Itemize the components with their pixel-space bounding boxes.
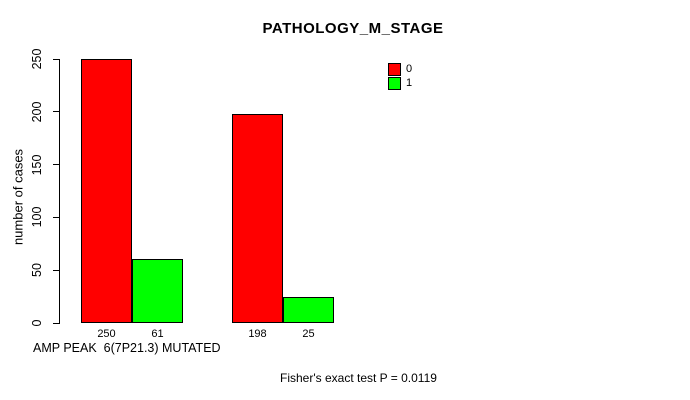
y-tick-label: 200 [30,101,44,123]
legend-swatch-red-icon [388,63,401,77]
legend-item-0: 0 [388,63,412,77]
y-tick-mark [53,164,60,166]
bar-value-label: 25 [302,328,315,340]
y-axis-label: number of cases [10,148,26,246]
bar-value-label: 198 [248,328,267,340]
y-tick-mark [53,216,60,218]
y-axis-line [59,59,60,324]
x-axis-label: AMP PEAK 6(7P21.3) MUTATED [33,341,221,355]
legend-swatch-green-icon [388,76,401,90]
legend-label-0: 0 [406,63,413,76]
y-tick-label: 150 [30,154,44,176]
legend-item-1: 1 [388,76,413,91]
y-tick-label: 50 [30,263,44,278]
bar-value-label: 250 [97,328,116,340]
legend-label-1: 1 [406,76,413,89]
y-tick-mark [53,111,60,113]
bar-group1-series0 [232,113,283,323]
bar-group0-series0 [81,59,132,323]
y-tick-mark [53,322,60,324]
bar-value-label: 61 [151,328,164,340]
legend: 0 1 [388,63,412,90]
chart-title: PATHOLOGY_M_STAGE [262,20,444,37]
stat-annotation: Fisher's exact test P = 0.0119 [280,371,437,385]
y-tick-label: 100 [30,206,44,228]
bar-group0-series1 [132,258,183,323]
y-tick-mark [53,58,60,60]
y-tick-label: 250 [30,48,44,70]
y-tick-label: 0 [30,319,44,327]
bar-group1-series1 [283,296,334,323]
y-tick-mark [53,269,60,271]
